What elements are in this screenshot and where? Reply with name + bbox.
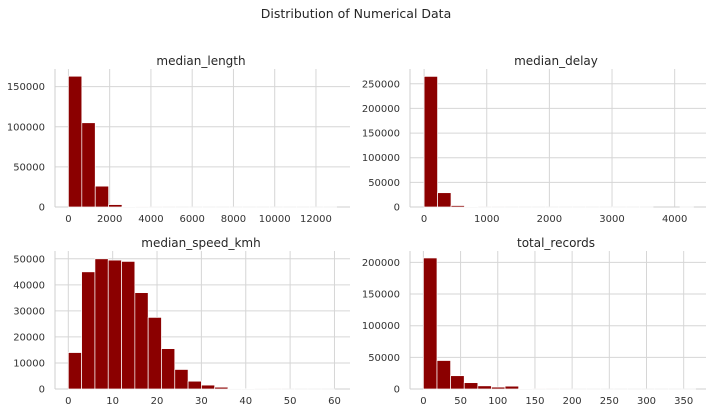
y-tick-label: 50000 — [368, 353, 400, 364]
y-tick-label: 150000 — [362, 290, 400, 301]
histogram-bar — [450, 205, 465, 208]
y-tick-label: 30000 — [13, 306, 45, 317]
bars — [68, 75, 337, 208]
histogram-bar — [134, 292, 149, 390]
x-tick-label: 3000 — [599, 214, 624, 225]
x-tick-label: 10000 — [259, 214, 291, 225]
histogram-bar — [187, 380, 202, 390]
panel-title: median_length — [156, 54, 245, 68]
y-tick-label: 50000 — [13, 162, 45, 173]
histogram-bar — [94, 258, 109, 390]
y-tick-label: 150000 — [362, 129, 400, 140]
x-tick-label: 0 — [421, 214, 427, 225]
y-tick-label: 50000 — [13, 254, 45, 265]
bars — [423, 257, 696, 390]
x-tick-label: 12000 — [300, 214, 332, 225]
y-tick-label: 200000 — [362, 104, 400, 115]
x-tick-label: 2000 — [537, 214, 562, 225]
histogram-bar — [227, 388, 242, 390]
histogram-bar — [147, 317, 162, 390]
y-tick-label: 200000 — [362, 258, 400, 269]
y-tick-label: 20000 — [13, 332, 45, 343]
panel-title: total_records — [517, 236, 595, 250]
histogram-bar — [423, 257, 438, 390]
histogram-bar — [108, 204, 123, 208]
tick-labels: 0 1000 2000 3000 4000 0 50000 100000 150000 20000… — [362, 79, 688, 225]
x-tick-label: 8000 — [221, 214, 246, 225]
x-tick-label: 150 — [525, 396, 544, 407]
y-tick-label: 100000 — [362, 153, 400, 164]
x-tick-label: 0 — [420, 396, 426, 407]
y-tick-label: 100000 — [7, 122, 45, 133]
y-tick-label: 0 — [394, 203, 400, 214]
x-tick-label: 250 — [600, 396, 619, 407]
histogram-bar — [423, 76, 438, 208]
bars — [423, 76, 694, 208]
histogram-bar — [214, 386, 229, 390]
x-tick-label: 350 — [674, 396, 693, 407]
x-tick-label: 2000 — [97, 214, 122, 225]
x-tick-label: 1000 — [474, 214, 499, 225]
histogram-bar — [81, 271, 96, 390]
histogram-bar — [477, 385, 492, 390]
x-tick-label: 20 — [151, 396, 164, 407]
panel-median-length: median_length 0 2000 4000 6000 8000 10000 1200… — [7, 54, 350, 225]
x-tick-label: 200 — [563, 396, 582, 407]
x-tick-label: 0 — [65, 396, 71, 407]
histogram-bar — [81, 122, 96, 208]
tick-labels: 0 10 20 30 40 50 60 0 10000 20000 30000 40000 50000 — [13, 254, 341, 407]
y-tick-label: 250000 — [362, 79, 400, 90]
histogram-bar — [68, 75, 83, 208]
panel-title: median_delay — [514, 54, 598, 68]
y-tick-label: 40000 — [13, 280, 45, 291]
tick-labels: 0 2000 4000 6000 8000 10000 12000 0 50000 100000 1… — [7, 82, 332, 225]
histogram-bar — [94, 185, 109, 208]
x-tick-label: 40 — [239, 396, 252, 407]
y-tick-label: 0 — [39, 385, 45, 396]
x-tick-label: 10 — [106, 396, 119, 407]
histogram-bar — [201, 384, 216, 390]
x-tick-label: 60 — [328, 396, 341, 407]
grid-lines — [409, 69, 706, 208]
x-tick-label: 4000 — [662, 214, 687, 225]
x-tick-label: 0 — [65, 214, 71, 225]
histogram-bar — [504, 385, 520, 390]
y-tick-label: 100000 — [362, 321, 400, 332]
y-tick-label: 50000 — [368, 178, 400, 189]
y-tick-label: 10000 — [13, 358, 45, 369]
x-tick-label: 4000 — [138, 214, 163, 225]
panel-median-delay: median_delay 0 1000 2000 3000 4000 0 50000 1000… — [362, 54, 706, 225]
histogram-bar — [67, 352, 82, 390]
histogram-bar — [450, 375, 465, 390]
histogram-bar — [107, 259, 122, 390]
panel-median-speed-kmh: median_speed_kmh 0 10 20 30 40 50 60 0 10000 2000… — [13, 236, 350, 407]
histogram-bar — [121, 261, 136, 390]
histogram-bar — [491, 386, 506, 390]
figure-suptitle: Distribution of Numerical Data — [261, 6, 452, 21]
x-tick-label: 6000 — [179, 214, 204, 225]
x-tick-label: 50 — [454, 396, 467, 407]
x-tick-label: 100 — [488, 396, 507, 407]
histogram-bar — [463, 382, 479, 390]
histogram-bar — [174, 369, 189, 390]
grid-lines — [409, 251, 706, 390]
panel-total-records: total_records 0 50 100 150 200 250 300 350 0 5000… — [362, 236, 706, 407]
bars — [67, 258, 335, 390]
y-tick-label: 0 — [39, 203, 45, 214]
x-tick-label: 50 — [284, 396, 297, 407]
histogram-bar — [436, 360, 451, 390]
y-tick-label: 150000 — [7, 82, 45, 93]
x-tick-label: 300 — [637, 396, 656, 407]
panel-title: median_speed_kmh — [141, 236, 260, 250]
tick-labels: 0 50 100 150 200 250 300 350 0 50000 100000 150000 2… — [362, 258, 693, 407]
x-tick-label: 30 — [195, 396, 208, 407]
histogram-bar — [437, 192, 452, 208]
histogram-bar — [161, 348, 176, 390]
y-tick-label: 0 — [394, 385, 400, 396]
